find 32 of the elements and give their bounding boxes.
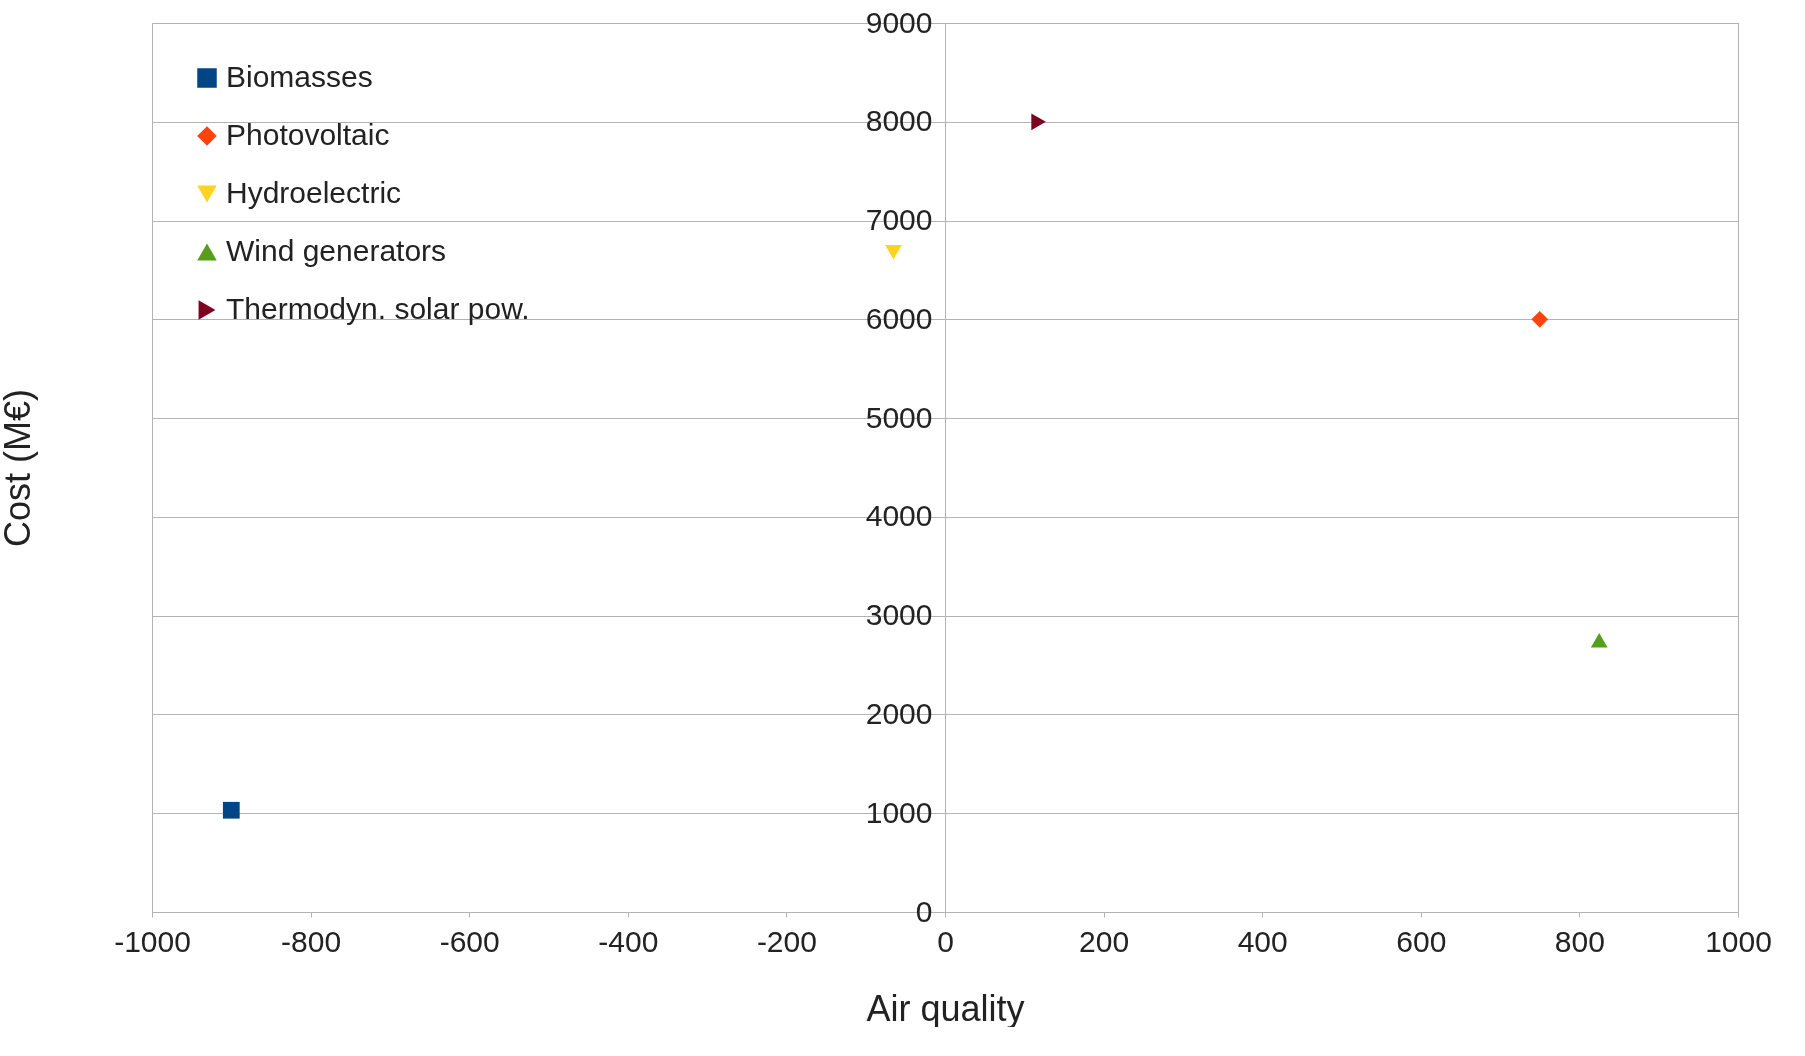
y-tick-label: 3000	[865, 598, 933, 632]
legend-label: Hydroelectric	[226, 176, 402, 209]
x-tick-label: -800	[281, 924, 342, 958]
point	[222, 801, 240, 819]
x-tick-label: -200	[756, 924, 817, 958]
x-tick-label: -400	[598, 924, 659, 958]
legend-label: Wind generators	[226, 234, 447, 267]
y-tick-label: 7000	[865, 203, 933, 237]
legend-label: Photovoltaic	[226, 118, 390, 151]
y-tick-label: 2000	[865, 696, 933, 730]
y-tick-label: 4000	[865, 499, 933, 533]
x-tick-label: 600	[1396, 924, 1447, 958]
x-tick-label: 0	[937, 924, 954, 958]
y-tick-label: 1000	[865, 795, 933, 829]
y-tick-label: 5000	[865, 400, 933, 434]
legend-label: Biomasses	[226, 60, 373, 93]
x-tick-label: 1000	[1705, 924, 1772, 958]
point	[885, 244, 902, 260]
legend-label: Thermodyn. solar pow.	[226, 292, 530, 325]
x-tick-label: -600	[439, 924, 500, 958]
x-tick-label: 800	[1554, 924, 1605, 958]
y-tick-label: 8000	[865, 104, 933, 138]
x-tick-label: 200	[1079, 924, 1130, 958]
point	[1590, 633, 1608, 648]
x-tick-label: -1000	[114, 924, 191, 958]
y-axis-title: Cost (M€)	[0, 388, 38, 548]
y-tick-label: 6000	[865, 301, 933, 335]
y-tick-label: 0	[915, 894, 933, 928]
x-tick-label: 400	[1237, 924, 1288, 958]
point	[1531, 310, 1549, 328]
y-tick-label: 9000	[865, 5, 933, 39]
point	[1031, 113, 1046, 131]
